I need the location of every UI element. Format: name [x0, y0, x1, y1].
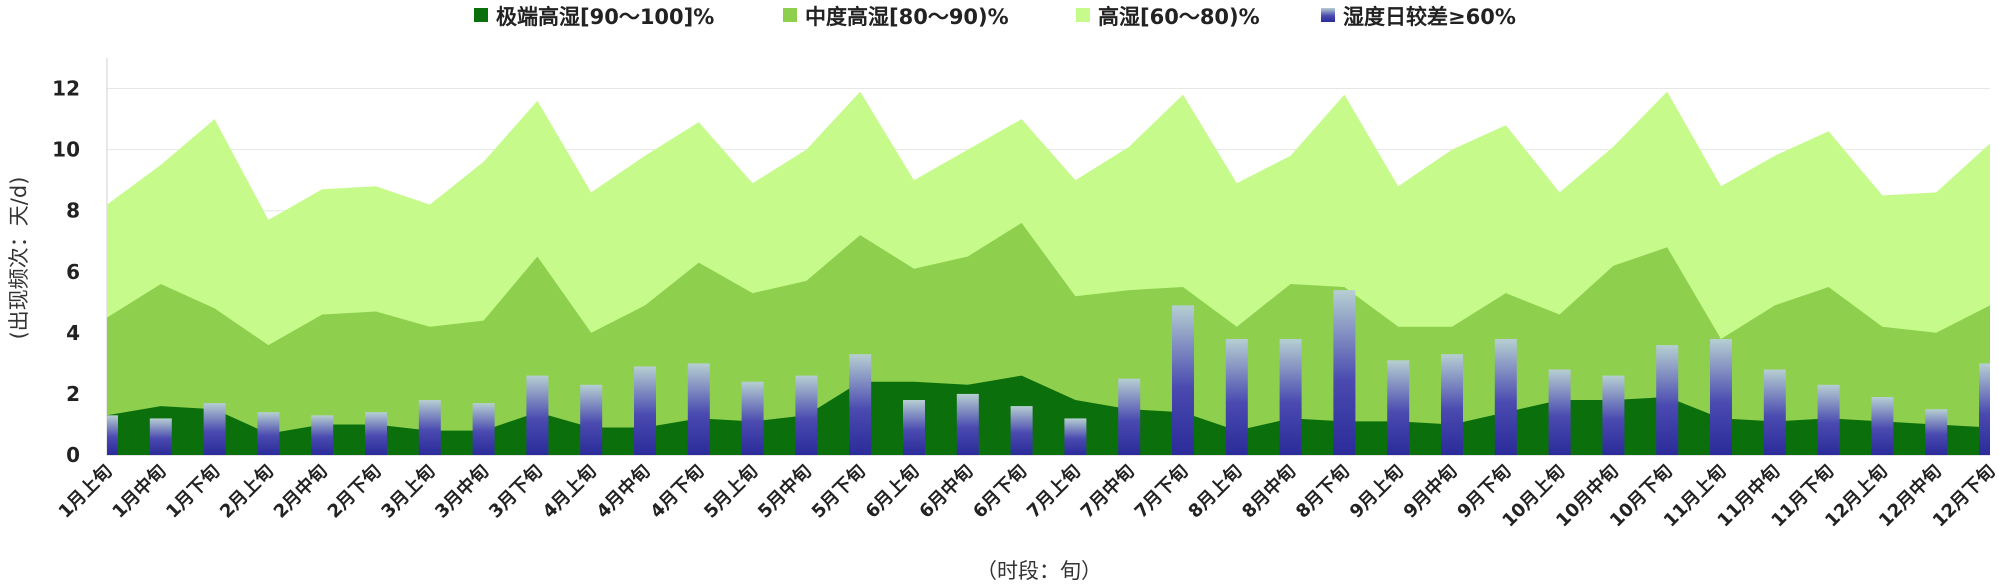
legend-label-diff: 湿度日较差≥60%: [1343, 5, 1516, 29]
bar-humidity-diff: [203, 403, 226, 455]
bar-humidity-diff: [687, 363, 710, 455]
x-tick-label: 2月中旬: [269, 460, 332, 523]
x-axis-title: （时段：旬）: [976, 559, 1102, 583]
x-tick-label: 9月上旬: [1345, 460, 1408, 523]
bar-series: [107, 290, 1990, 455]
bar-humidity-diff: [1602, 375, 1625, 455]
bar-humidity-diff: [257, 412, 280, 455]
y-tick-label: 6: [66, 260, 80, 284]
bar-humidity-diff: [849, 354, 872, 455]
x-tick-label: 7月上旬: [1022, 460, 1085, 523]
legend-swatch-moderate: [783, 8, 797, 22]
y-tick-label: 4: [66, 321, 80, 345]
legend: 极端高湿[90～100]% 中度高湿[80～90)% 高湿[60～80)% 湿度…: [474, 5, 1516, 29]
bar-humidity-diff: [107, 415, 118, 455]
y-tick-label: 2: [66, 382, 80, 406]
x-tick-label: 8月上旬: [1184, 460, 1247, 523]
x-tick-label: 5月下旬: [807, 460, 870, 523]
x-tick-label: 4月下旬: [646, 460, 709, 523]
bar-humidity-diff: [956, 393, 979, 455]
bar-humidity-diff: [149, 418, 172, 455]
bar-humidity-diff: [1656, 345, 1679, 455]
bar-humidity-diff: [1225, 339, 1248, 455]
x-tick-label: 8月下旬: [1291, 460, 1354, 523]
bar-humidity-diff: [795, 375, 818, 455]
legend-label-extreme: 极端高湿[90～100]%: [496, 5, 714, 29]
bar-humidity-diff: [1763, 369, 1786, 455]
x-tick-label: 3月中旬: [431, 460, 494, 523]
bar-humidity-diff: [311, 415, 334, 455]
legend-label-high: 高湿[60～80)%: [1098, 5, 1260, 29]
bar-humidity-diff: [634, 366, 656, 455]
area-series: [107, 91, 1990, 455]
y-axis-ticks: 0 2 4 6 8 10 12: [52, 77, 80, 467]
bar-humidity-diff: [472, 403, 495, 455]
x-tick-label: 7月下旬: [1130, 460, 1193, 523]
x-tick-label: 2月下旬: [323, 460, 386, 523]
y-tick-label: 10: [52, 138, 80, 162]
x-tick-label: 2月上旬: [215, 460, 278, 523]
bar-humidity-diff: [1333, 290, 1356, 455]
x-tick-label: 3月下旬: [484, 460, 547, 523]
bar-humidity-diff: [365, 412, 387, 455]
x-tick-label: 8月中旬: [1238, 460, 1301, 523]
bar-humidity-diff: [1871, 397, 1894, 455]
bar-humidity-diff: [1494, 339, 1517, 455]
x-tick-label: 9月中旬: [1399, 460, 1462, 523]
x-tick-label: 6月中旬: [915, 460, 978, 523]
bar-humidity-diff: [1172, 305, 1194, 455]
y-tick-label: 12: [52, 77, 80, 101]
y-tick-label: 0: [66, 443, 80, 467]
x-tick-label: 6月下旬: [969, 460, 1032, 523]
bar-humidity-diff: [1118, 378, 1141, 455]
bar-humidity-diff: [1010, 406, 1033, 455]
legend-swatch-high: [1076, 8, 1090, 22]
x-tick-label: 1月上旬: [54, 460, 117, 523]
x-tick-label: 6月上旬: [861, 460, 924, 523]
legend-swatch-extreme: [474, 8, 488, 22]
y-axis-title: (出现频次：天/d): [7, 177, 31, 340]
area-moderate: [107, 222, 1990, 455]
bar-humidity-diff: [580, 384, 603, 455]
bar-humidity-diff: [526, 375, 549, 455]
area-extreme: [107, 375, 1990, 455]
x-tick-label: 1月中旬: [108, 460, 171, 523]
bar-humidity-diff: [903, 400, 925, 455]
legend-swatch-diff: [1321, 8, 1335, 22]
bar-humidity-diff: [1064, 418, 1087, 455]
x-axis-ticks: 1月上旬1月中旬1月下旬2月上旬2月中旬2月下旬3月上旬3月中旬3月下旬4月上旬…: [54, 460, 1999, 531]
x-tick-label: 1月下旬: [162, 460, 225, 523]
bar-humidity-diff: [1441, 354, 1463, 455]
bar-humidity-diff: [1979, 363, 1990, 455]
x-tick-label: 5月中旬: [753, 460, 816, 523]
x-tick-label: 5月上旬: [700, 460, 763, 523]
bar-humidity-diff: [1279, 339, 1302, 455]
bar-humidity-diff: [418, 400, 441, 455]
x-tick-label: 4月上旬: [538, 460, 601, 523]
legend-label-moderate: 中度高湿[80～90)%: [805, 5, 1009, 29]
bar-humidity-diff: [1710, 339, 1732, 455]
bar-humidity-diff: [741, 381, 764, 455]
bar-humidity-diff: [1817, 384, 1840, 455]
bar-humidity-diff: [1387, 360, 1410, 455]
bar-humidity-diff: [1548, 369, 1571, 455]
x-tick-label: 3月上旬: [377, 460, 440, 523]
x-tick-label: 7月中旬: [1076, 460, 1139, 523]
x-tick-label: 4月中旬: [592, 460, 655, 523]
bar-humidity-diff: [1925, 409, 1948, 455]
y-tick-label: 8: [66, 199, 80, 223]
